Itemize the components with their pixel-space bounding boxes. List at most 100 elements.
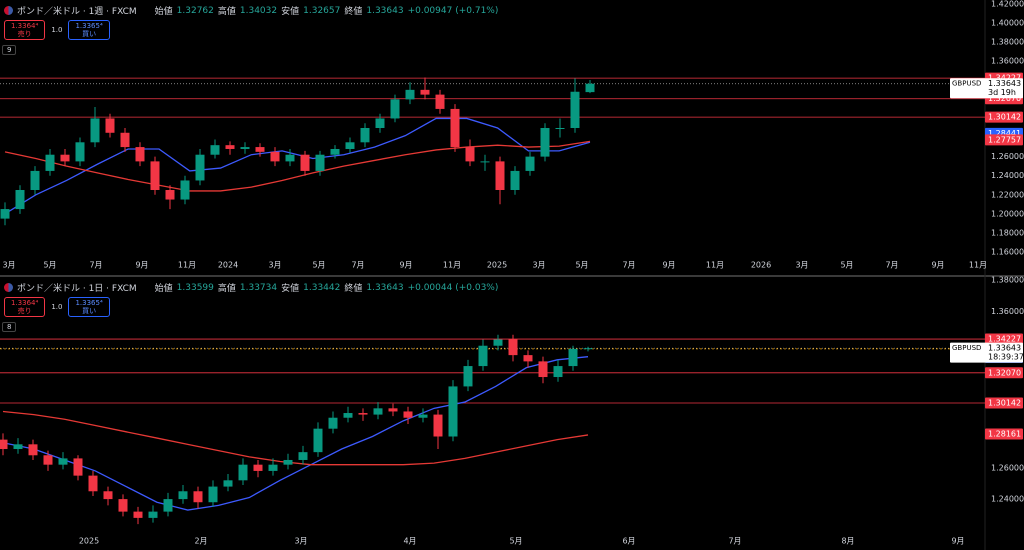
y-tick-label: 1.40000 bbox=[991, 19, 1024, 28]
indicator-count[interactable]: 8 bbox=[2, 322, 17, 332]
x-tick-label: 7月 bbox=[89, 261, 102, 270]
candle-body bbox=[465, 147, 475, 162]
candle-body bbox=[328, 417, 338, 429]
candle-body bbox=[90, 118, 100, 143]
y-tick-label: 1.36000 bbox=[991, 307, 1024, 316]
moving-average bbox=[4, 117, 591, 215]
candle-body bbox=[118, 499, 128, 512]
x-tick-label: 11月 bbox=[706, 261, 724, 270]
candle-body bbox=[463, 366, 473, 387]
candle-body bbox=[13, 444, 23, 450]
sell-button[interactable]: 1.3364⁴ 売り bbox=[4, 20, 46, 40]
sell-button[interactable]: 1.3364⁴ 売り bbox=[4, 297, 46, 317]
x-tick-label: 7月 bbox=[728, 537, 741, 546]
x-tick-label: 6月 bbox=[622, 537, 635, 546]
price-tag bbox=[985, 367, 1023, 379]
close-label: 終値 bbox=[344, 284, 363, 294]
candle-body bbox=[178, 491, 188, 500]
candle-body bbox=[88, 475, 98, 492]
x-tick-label: 5月 bbox=[43, 261, 56, 270]
candle-body bbox=[120, 132, 130, 148]
price-tag-label: 1.34227 bbox=[988, 335, 1021, 344]
candle-body bbox=[193, 491, 203, 503]
x-tick-label: 2024 bbox=[218, 261, 238, 270]
candle-body bbox=[210, 145, 220, 155]
price-tag-label: 1.32070 bbox=[988, 94, 1021, 103]
last-price-label: 1.33643 bbox=[988, 79, 1021, 88]
candle-body bbox=[283, 459, 293, 465]
last-price-tag bbox=[950, 342, 1023, 363]
candle-body bbox=[103, 491, 113, 500]
candle-body bbox=[253, 464, 263, 471]
candle-body bbox=[180, 180, 190, 200]
close-value: 1.33643 bbox=[366, 282, 404, 293]
candle-body bbox=[538, 361, 548, 378]
x-tick-label: 7月 bbox=[351, 261, 364, 270]
close-value: 1.33643 bbox=[366, 5, 404, 16]
candle-body bbox=[238, 464, 248, 481]
candle-body bbox=[508, 339, 518, 356]
y-tick-label: 1.38000 bbox=[991, 38, 1024, 47]
candle-body bbox=[495, 161, 505, 190]
candle-body bbox=[43, 455, 53, 465]
x-tick-label: 5月 bbox=[840, 261, 853, 270]
price-tag-label: 1.27757 bbox=[988, 135, 1021, 144]
price-tag-label: 1.30142 bbox=[988, 113, 1021, 122]
y-tick-label: 1.18000 bbox=[991, 228, 1024, 237]
symbol-icon bbox=[4, 6, 13, 15]
candle-body bbox=[30, 170, 40, 190]
price-tag bbox=[985, 333, 1023, 345]
x-tick-label: 9月 bbox=[399, 261, 412, 270]
candle-body bbox=[540, 128, 550, 157]
x-tick-label: 11月 bbox=[969, 261, 987, 270]
open-label: 始値 bbox=[154, 7, 173, 17]
moving-average bbox=[2, 356, 589, 511]
candle-body bbox=[345, 142, 355, 149]
candle-body bbox=[403, 411, 413, 418]
candle-body bbox=[255, 147, 265, 152]
price-tag-label: 1.28161 bbox=[988, 429, 1021, 438]
y-tick-label: 1.26000 bbox=[991, 152, 1024, 161]
candle-body bbox=[568, 348, 578, 367]
indicator-count[interactable]: 9 bbox=[2, 45, 17, 55]
candle-body bbox=[225, 145, 235, 149]
candle-body bbox=[268, 464, 278, 471]
candle-body bbox=[450, 108, 460, 148]
moving-average bbox=[2, 410, 589, 466]
symbol-icon bbox=[4, 283, 13, 292]
candle-body bbox=[148, 511, 158, 518]
x-tick-label: 11月 bbox=[178, 261, 196, 270]
candle-body bbox=[358, 413, 368, 415]
candle-body bbox=[163, 499, 173, 512]
sell-label: 売り bbox=[17, 30, 32, 38]
y-tick-label: 1.38000 bbox=[991, 276, 1024, 285]
candle-body bbox=[240, 147, 250, 149]
x-tick-label: 8月 bbox=[841, 537, 854, 546]
x-tick-label: 2026 bbox=[751, 261, 771, 270]
sell-price: 1.3364⁴ bbox=[11, 22, 39, 30]
countdown-label: 3d 19h bbox=[988, 88, 1016, 97]
x-tick-label: 2月 bbox=[194, 537, 207, 546]
candle-body bbox=[0, 439, 8, 450]
lot-size: 1.0 bbox=[51, 26, 63, 34]
y-tick-label: 1.20000 bbox=[991, 209, 1024, 218]
x-tick-label: 4月 bbox=[403, 537, 416, 546]
trade-buttons: 1.3364⁴ 売り 1.0 1.3365⁴ 買い bbox=[4, 297, 110, 317]
candle-body bbox=[285, 154, 295, 162]
y-tick-label: 1.22000 bbox=[991, 190, 1024, 199]
change: +0.00947 (+0.71%) bbox=[407, 5, 499, 16]
price-tag-label: 1.30142 bbox=[988, 398, 1021, 407]
buy-button[interactable]: 1.3365⁴ 買い bbox=[68, 20, 110, 40]
legend-header: ポンド／米ドル · 1週 · FXCM 始値 1.32762 高値 1.34032 安値 1… bbox=[4, 4, 498, 17]
candle-body bbox=[0, 209, 10, 219]
x-tick-label: 3月 bbox=[532, 261, 545, 270]
open-value: 1.33599 bbox=[176, 282, 214, 293]
candle-body bbox=[150, 161, 160, 190]
buy-button[interactable]: 1.3365⁴ 買い bbox=[68, 297, 110, 317]
price-tag bbox=[985, 397, 1023, 409]
candle-body bbox=[583, 348, 593, 350]
title: ポンド／米ドル · 1日 · FXCM bbox=[17, 284, 137, 294]
buy-price: 1.3365⁴ bbox=[75, 299, 103, 307]
buy-label: 買い bbox=[82, 30, 97, 38]
